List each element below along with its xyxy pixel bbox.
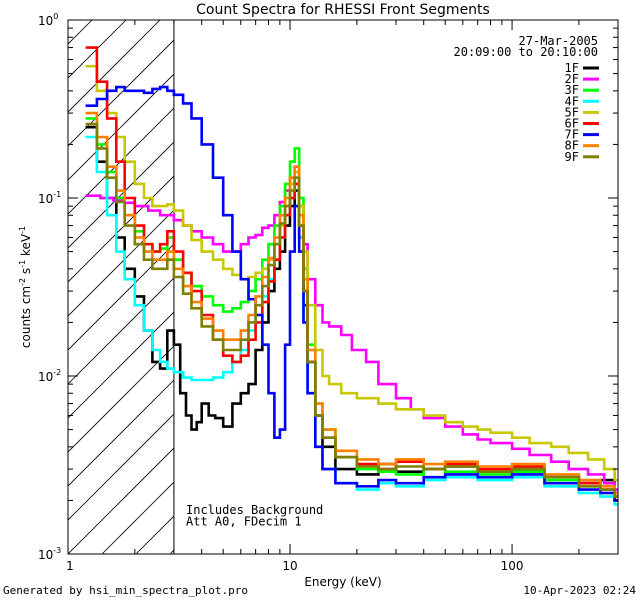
legend-label-2F: 2F [565,72,579,86]
hatch-line [68,413,174,521]
hatch-line [68,20,161,113]
legend-label-6F: 6F [565,117,579,131]
x-axis-label: Energy (keV) [304,575,381,589]
series-line-7F [85,85,618,502]
axis-ticks [67,19,619,555]
y-tick-label: 10-2 [38,368,61,384]
footer-generated-by: Generated by hsi_min_spectra_plot.pro [3,584,248,597]
hatch-line [68,209,174,317]
hatch-line [68,243,174,351]
hatch-line [68,73,174,181]
legend-label-5F: 5F [565,105,579,119]
y-tick-label: 10-1 [38,190,61,206]
hatch-line [68,379,174,487]
legend-label-4F: 4F [565,94,579,108]
y-tick-label: 10-3 [38,546,61,562]
y-axis-label: counts cm-2 s-1 keV-1 [18,226,33,348]
x-tick-label: 10 [282,559,297,573]
hatched-region [68,20,174,554]
legend-label-3F: 3F [565,83,579,97]
legend-time-range: 20:09:00 to 20:10:00 [454,45,599,59]
legend-date: 27-Mar-2005 [519,34,598,48]
legend-label-7F: 7F [565,128,579,142]
hatch-line [68,107,174,215]
series-line-9F [85,122,618,498]
footer-timestamp: 10-Apr-2023 02:24 [523,584,636,597]
axis-tick-labels: 1 10 100 100 10-1 10-2 10-3 [38,12,524,573]
hatch-line [68,39,174,147]
plot-frame [67,19,619,555]
legend-label-1F: 1F [565,61,579,75]
annotation-text: Includes Background [186,503,323,517]
x-tick-label: 1 [66,559,74,573]
legend: 27-Mar-2005 20:09:00 to 20:10:00 1F2F3F4… [454,34,599,164]
series-lines [85,46,618,506]
legend-label-9F: 9F [565,150,579,164]
annotation-text: Att A0, FDecim 1 [186,515,302,529]
x-tick-label: 100 [501,559,524,573]
hatch-line [68,447,174,554]
chart-title: Count Spectra for RHESSI Front Segments [196,2,490,18]
y-tick-label: 100 [38,12,58,28]
hatch-line [68,277,174,385]
legend-label-8F: 8F [565,139,579,153]
